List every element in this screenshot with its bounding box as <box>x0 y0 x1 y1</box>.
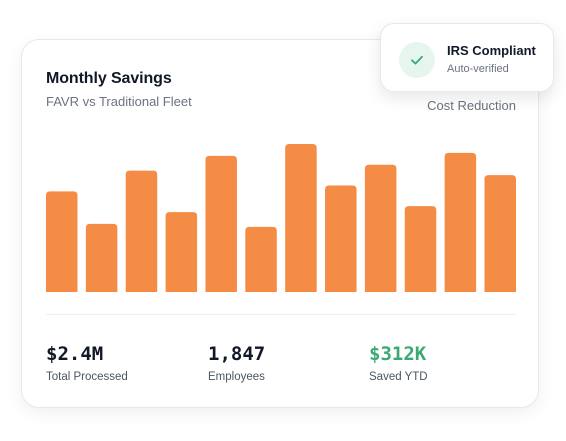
card-title: Monthly Savings <box>46 70 172 87</box>
stat-value: $312K <box>369 343 427 365</box>
check-icon <box>411 55 423 65</box>
stat-value: 1,847 <box>208 343 266 365</box>
badge-subtitle: Auto-verified <box>447 63 509 75</box>
stat-label: Employees <box>208 371 265 383</box>
stat-employees: 1,847 Employees <box>208 343 265 383</box>
stat-label: Total Processed <box>46 371 128 383</box>
bar-5 <box>205 155 237 292</box>
bar-2 <box>85 223 118 292</box>
stat-value: $2.4M <box>46 343 104 365</box>
stat-total-processed: $2.4M Total Processed <box>46 343 128 383</box>
check-circle <box>399 42 435 78</box>
bar-6 <box>245 226 277 292</box>
card-subtitle: FAVR vs Traditional Fleet <box>46 94 192 109</box>
bar-1 <box>46 191 78 292</box>
stat-label: Saved YTD <box>369 371 428 383</box>
savings-bar-chart <box>46 144 516 292</box>
stat-saved-ytd: $312K Saved YTD <box>369 343 428 383</box>
bar-7 <box>285 144 317 292</box>
monthly-savings-card: Monthly Savings FAVR vs Traditional Flee… <box>21 39 539 408</box>
bar-4 <box>165 212 198 292</box>
irs-compliant-badge: IRS Compliant Auto-verified <box>380 23 554 92</box>
bar-12 <box>484 175 516 292</box>
chart-legend-label: Cost Reduction <box>427 98 516 113</box>
divider <box>46 314 516 315</box>
bar-9 <box>364 164 397 292</box>
badge-title: IRS Compliant <box>447 43 536 58</box>
bar-3 <box>125 170 158 292</box>
bar-8 <box>325 185 357 292</box>
bar-11 <box>444 152 477 292</box>
bar-10 <box>404 206 437 292</box>
